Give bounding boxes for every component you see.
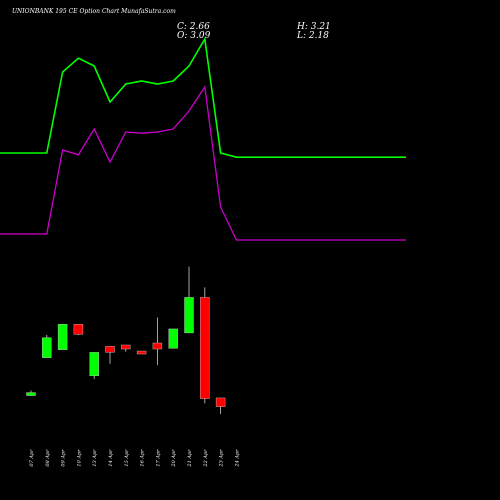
date-tick-label: 08 Apr	[45, 449, 51, 467]
candle-body	[215, 397, 226, 407]
candle-body	[184, 297, 194, 334]
date-tick-label: 16 Apr	[140, 449, 146, 467]
candle-body	[42, 337, 52, 358]
candle-body	[168, 328, 178, 349]
candle-body	[105, 346, 115, 353]
date-tick-label: 21 Apr	[187, 449, 193, 468]
high-value: H: 3.21	[297, 22, 331, 32]
date-tick-label: 24 Apr	[234, 449, 240, 468]
date-tick-label: 07 Apr	[29, 449, 35, 467]
date-tick-label: 17 Apr	[155, 449, 161, 467]
candle-body	[152, 342, 163, 350]
lower-band-line	[0, 85, 406, 241]
candle-body	[200, 297, 210, 399]
open-value: O: 3.09	[177, 31, 211, 41]
date-tick-label: 14 Apr	[108, 449, 114, 467]
candle-body	[136, 350, 147, 355]
candle-body	[26, 392, 36, 396]
date-tick-label: 10 Apr	[76, 449, 82, 467]
date-tick-label: 22 Apr	[203, 449, 209, 468]
date-tick-label: 23 Apr	[219, 449, 225, 468]
upper-band-line	[0, 36, 406, 158]
chart-title: UNIONBANK 195 CE Option Chart MunafaSutr…	[12, 8, 176, 15]
date-tick-label: 15 Apr	[124, 449, 130, 467]
date-tick-label: 09 Apr	[61, 449, 67, 467]
low-value: L: 2.18	[297, 31, 329, 41]
candle-body	[121, 344, 131, 350]
close-value: C: 2.66	[177, 22, 210, 32]
candle-body	[57, 324, 68, 350]
candle-body	[73, 324, 84, 335]
candle-body	[89, 352, 99, 377]
date-tick-label: 20 Apr	[171, 449, 177, 468]
date-tick-label: 13 Apr	[92, 449, 98, 467]
